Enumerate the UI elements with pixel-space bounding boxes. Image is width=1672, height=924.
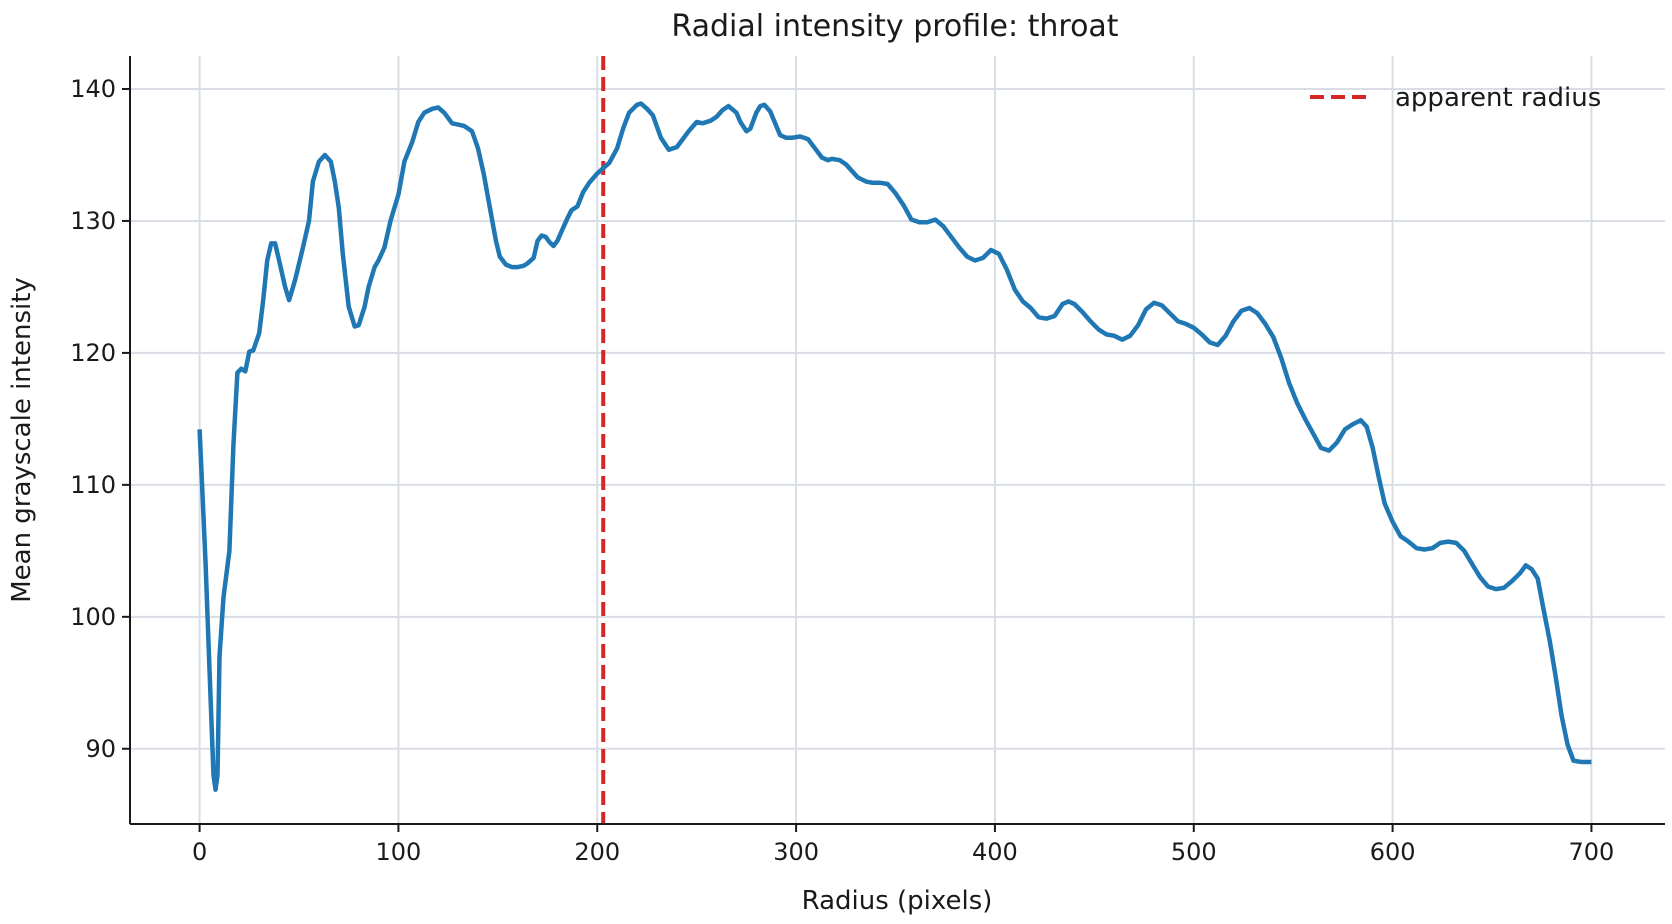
legend-label: apparent radius <box>1395 83 1601 113</box>
legend: apparent radius <box>1310 83 1601 113</box>
y-tick-label: 110 <box>70 471 116 499</box>
gridlines <box>130 56 1665 824</box>
x-tick-label: 100 <box>376 838 422 866</box>
y-axis-label: Mean grayscale intensity <box>7 277 37 603</box>
x-tick-label: 200 <box>574 838 620 866</box>
y-ticks: 90 100 110 120 130 140 <box>70 75 130 763</box>
x-axis-label: Radius (pixels) <box>802 886 993 916</box>
x-tick-label: 600 <box>1370 838 1416 866</box>
x-tick-label: 300 <box>773 838 819 866</box>
y-tick-label: 130 <box>70 207 116 235</box>
y-tick-label: 140 <box>70 75 116 103</box>
series-line <box>197 101 1592 792</box>
x-tick-label: 700 <box>1569 838 1615 866</box>
x-tick-label: 500 <box>1171 838 1217 866</box>
y-tick-label: 120 <box>70 339 116 367</box>
x-tick-label: 400 <box>972 838 1018 866</box>
x-tick-label: 0 <box>192 838 207 866</box>
y-tick-label: 100 <box>70 603 116 631</box>
chart-title: Radial intensity profile: throat <box>671 9 1118 44</box>
x-ticks: 0 100 200 300 400 500 600 700 <box>192 824 1614 866</box>
series-layer <box>197 101 1592 792</box>
y-tick-label: 90 <box>85 735 116 763</box>
